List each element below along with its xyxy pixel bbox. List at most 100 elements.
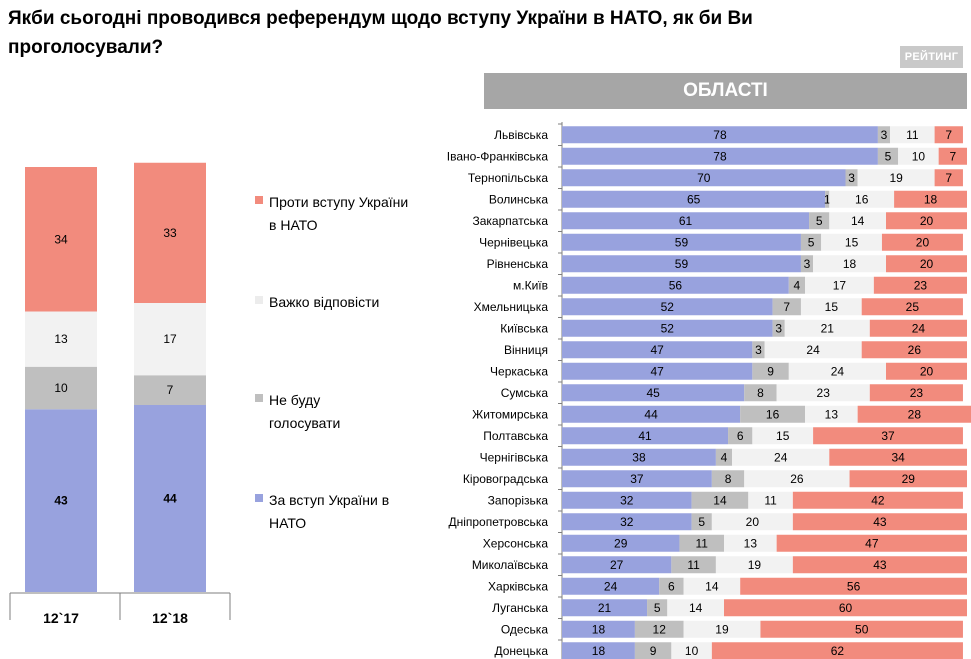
data-label: 20 bbox=[916, 235, 930, 249]
data-label: 17 bbox=[833, 278, 847, 292]
regions-header: ОБЛАСТІ bbox=[484, 73, 967, 109]
data-label: 18 bbox=[843, 257, 857, 271]
bar-segment-hard_to_say bbox=[788, 362, 886, 380]
data-label: 18 bbox=[924, 192, 938, 206]
bar-segment-wont_vote bbox=[772, 298, 801, 316]
data-label: 5 bbox=[698, 515, 705, 529]
data-label: 11 bbox=[687, 558, 700, 572]
bar-segment-hard_to_say bbox=[683, 577, 741, 595]
data-label: 3 bbox=[881, 128, 888, 142]
bar-segment-wont_vote bbox=[728, 427, 753, 445]
data-label: 65 bbox=[687, 192, 701, 206]
region-label: Кіровоградська bbox=[463, 472, 548, 486]
data-label: 61 bbox=[679, 214, 693, 228]
data-label: 24 bbox=[912, 321, 926, 335]
bar-segment-hard_to_say bbox=[724, 534, 777, 552]
data-label: 23 bbox=[817, 386, 831, 400]
data-label: 7 bbox=[945, 128, 952, 142]
data-label: 5 bbox=[885, 149, 892, 163]
data-label: 59 bbox=[675, 257, 689, 271]
region-label: Запорізька bbox=[488, 493, 549, 507]
data-label: 44 bbox=[163, 492, 177, 506]
bar-segment-against bbox=[857, 405, 971, 423]
data-label: 20 bbox=[920, 214, 934, 228]
bar-segment-hard_to_say bbox=[683, 620, 761, 638]
bar-segment-wont_vote bbox=[809, 212, 830, 230]
bar-segment-for bbox=[25, 409, 97, 592]
bar-segment-against bbox=[938, 147, 967, 165]
bar-segment-hard_to_say bbox=[805, 276, 874, 294]
data-label: 20 bbox=[746, 515, 760, 529]
data-label: 4 bbox=[721, 450, 728, 464]
bar-segment-for bbox=[562, 384, 745, 402]
bar-segment-against bbox=[776, 534, 967, 552]
bar-segment-hard_to_say bbox=[715, 556, 793, 574]
data-label: 34 bbox=[891, 450, 905, 464]
data-label: 43 bbox=[54, 494, 68, 508]
data-label: 25 bbox=[906, 300, 920, 314]
bar-segment-for bbox=[562, 362, 753, 380]
data-label: 24 bbox=[604, 579, 618, 593]
bar-segment-wont_vote bbox=[800, 233, 822, 251]
bar-segment-wont_vote bbox=[134, 375, 206, 405]
bar-segment-for bbox=[562, 491, 692, 509]
bar-segment-wont_vote bbox=[772, 319, 785, 337]
data-label: 13 bbox=[54, 332, 68, 346]
data-label: 15 bbox=[825, 300, 839, 314]
data-label: 12 bbox=[653, 622, 667, 636]
data-label: 1 bbox=[824, 192, 831, 206]
bar-segment-wont_vote bbox=[659, 577, 684, 595]
data-label: 32 bbox=[620, 515, 634, 529]
data-label: 21 bbox=[598, 601, 612, 615]
bar-segment-for bbox=[562, 470, 712, 488]
data-label: 43 bbox=[873, 515, 887, 529]
data-label: 29 bbox=[614, 536, 628, 550]
bar-segment-hard_to_say bbox=[667, 599, 724, 617]
region-label: Херсонська bbox=[483, 536, 549, 550]
bar-segment-against bbox=[792, 556, 967, 574]
data-label: 16 bbox=[855, 192, 869, 206]
bar-segment-for bbox=[562, 642, 635, 659]
data-label: 56 bbox=[847, 579, 861, 593]
bar-segment-wont_vote bbox=[752, 341, 765, 359]
data-label: 3 bbox=[775, 321, 782, 335]
data-label: 16 bbox=[766, 407, 780, 421]
data-label: 14 bbox=[713, 493, 727, 507]
data-label: 34 bbox=[54, 232, 68, 246]
bar-segment-for bbox=[562, 405, 741, 423]
data-label: 7 bbox=[783, 300, 790, 314]
bar-segment-wont_vote bbox=[800, 255, 814, 273]
data-label: 14 bbox=[689, 601, 703, 615]
bar-segment-against bbox=[886, 212, 967, 230]
chart-title: Якби сьогодні проводився референдум щодо… bbox=[8, 8, 753, 58]
bar-segment-hard_to_say bbox=[748, 491, 793, 509]
region-label: Миколаївська bbox=[472, 558, 549, 572]
data-label: 59 bbox=[675, 235, 689, 249]
region-label: Дніпропетровська bbox=[448, 515, 548, 529]
data-label: 23 bbox=[910, 386, 924, 400]
bar-segment-against bbox=[934, 126, 963, 144]
data-label: 7 bbox=[167, 383, 174, 397]
legend-swatch-for bbox=[255, 494, 263, 502]
data-label: 11 bbox=[764, 493, 777, 507]
data-label: 17 bbox=[163, 332, 177, 346]
data-label: 21 bbox=[821, 321, 835, 335]
bar-segment-wont_vote bbox=[788, 276, 805, 294]
region-label: Волинська bbox=[489, 192, 549, 206]
data-label: 45 bbox=[646, 386, 660, 400]
data-label: 9 bbox=[650, 644, 657, 658]
data-label: 70 bbox=[697, 171, 711, 185]
data-label: 4 bbox=[794, 278, 801, 292]
bar-segment-hard_to_say bbox=[857, 169, 935, 187]
data-label: 26 bbox=[790, 472, 804, 486]
data-label: 20 bbox=[920, 257, 934, 271]
data-label: 14 bbox=[705, 579, 719, 593]
bar-segment-wont_vote bbox=[634, 620, 684, 638]
bar-segment-hard_to_say bbox=[764, 341, 862, 359]
data-label: 5 bbox=[816, 214, 823, 228]
region-label: Сумська bbox=[501, 386, 549, 400]
bar-segment-against bbox=[724, 599, 967, 617]
data-label: 10 bbox=[54, 381, 68, 395]
data-label: 38 bbox=[632, 450, 646, 464]
